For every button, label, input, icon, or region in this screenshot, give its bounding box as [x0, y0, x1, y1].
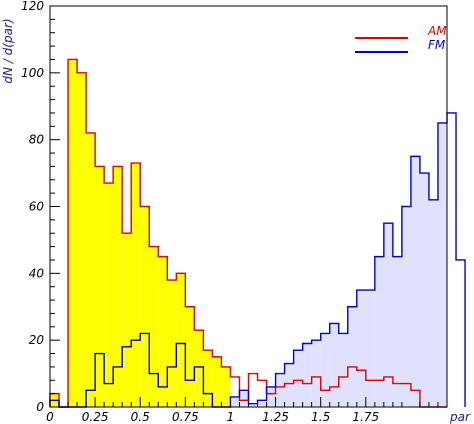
am-fill-bin [149, 246, 159, 407]
x-tick-label: 1.25 [262, 410, 289, 424]
y-tick-label: 20 [29, 333, 45, 347]
y-tick-label: 100 [21, 66, 44, 80]
am-fill-bin [167, 280, 177, 407]
fm-fill-bin [230, 396, 240, 407]
fm-fill-bin [392, 256, 402, 407]
y-tick-label: 120 [21, 0, 44, 13]
fm-fill-bin [437, 122, 447, 407]
fm-fill-bin [248, 403, 258, 407]
fm-fill-bin [365, 290, 375, 407]
x-tick-label: 0 [46, 410, 54, 424]
y-tick-label: 80 [29, 133, 45, 147]
fm-fill-bin [356, 290, 366, 407]
fm-fill-bin [374, 256, 384, 407]
y-tick-label: 40 [29, 266, 45, 280]
y-axis-title: dN / d(par) [1, 18, 15, 83]
tick-labels: 0 0.25 0.5 0.75 1 1.25 1.5 1.75 0 20 40 60 80 100 120 [21, 0, 379, 424]
fm-fill-bin [383, 223, 393, 407]
am-fill-bin [203, 350, 213, 407]
fill-layer [50, 59, 447, 407]
axis-ticks [49, 5, 448, 408]
am-fill-bin [158, 256, 168, 407]
fm-fill-bin [275, 373, 285, 407]
am-fill-bin [140, 206, 150, 407]
x-axis-title: par [449, 410, 471, 424]
fm-fill-bin [329, 323, 339, 407]
am-fill-bin [68, 59, 78, 407]
fm-fill-bin [410, 156, 420, 407]
fm-fill-bin [302, 343, 312, 407]
y-tick-label: 60 [29, 200, 45, 214]
am-fill-bin [122, 233, 132, 407]
am-fill-bin [131, 163, 141, 407]
fm-fill-bin [311, 340, 321, 407]
am-fill-bin [95, 166, 105, 407]
am-legend-label: AM [427, 24, 447, 38]
fm-fill-bin [419, 173, 429, 407]
am-fill-bin [104, 183, 114, 407]
x-tick-label: 0.25 [82, 410, 109, 424]
x-tick-label: 1.75 [352, 410, 379, 424]
fm-legend-label: FM [428, 38, 446, 52]
fm-fill-bin [293, 350, 303, 407]
x-tick-label: 0.5 [131, 410, 150, 424]
x-tick-label: 0.75 [172, 410, 199, 424]
y-tick-label: 0 [36, 400, 44, 414]
am-fill-bin [185, 306, 195, 407]
fm-fill-bin [428, 199, 438, 407]
histogram-lines [49, 58, 466, 408]
am-fill-bin [176, 273, 186, 407]
am-fill-bin [212, 356, 222, 407]
am-fill-bin [86, 132, 96, 407]
fm-fill-bin [284, 363, 294, 407]
am-fill-bin [221, 366, 231, 407]
x-tick-label: 1.5 [311, 410, 330, 424]
fm-fill-bin [266, 386, 276, 407]
am-fill-bin [77, 72, 87, 407]
am-fill-bin [113, 166, 123, 407]
fm-fill-bin [257, 400, 267, 407]
am-series-line [49, 58, 447, 408]
fm-fill-bin [347, 306, 357, 407]
fm-series-line [49, 112, 466, 408]
fm-fill-bin [320, 333, 330, 407]
x-tick-label: 1 [227, 410, 235, 424]
am-fill-bin [194, 330, 204, 407]
fm-fill-bin [239, 390, 249, 407]
fm-fill-bin [401, 206, 411, 407]
fm-fill-bin [338, 333, 348, 407]
